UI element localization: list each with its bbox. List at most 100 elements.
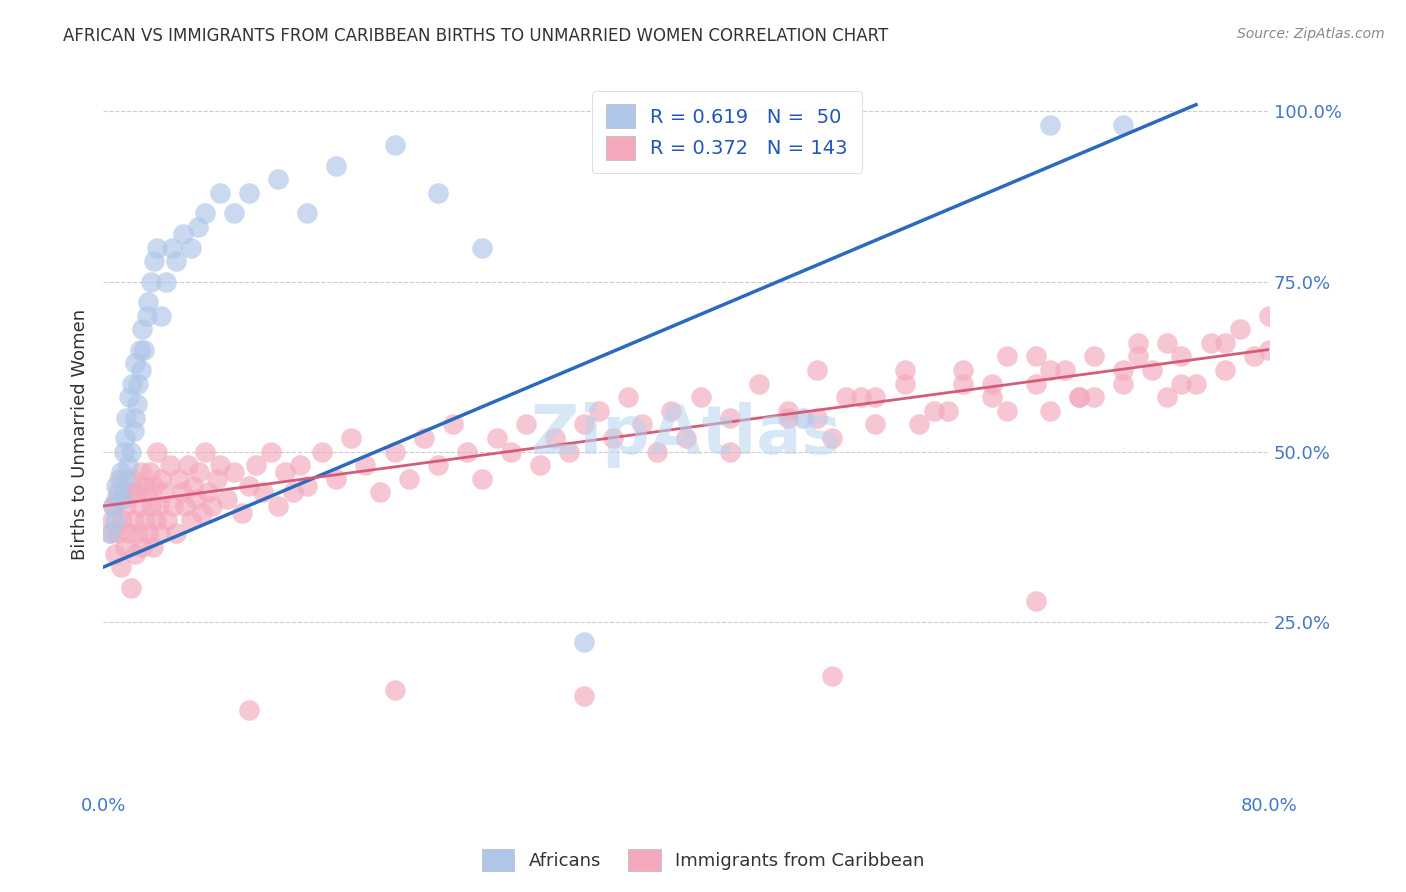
- Point: [208, 186, 231, 200]
- Point: [148, 499, 170, 513]
- Point: [908, 417, 931, 432]
- Point: [427, 458, 450, 473]
- Point: [197, 485, 219, 500]
- Point: [112, 485, 135, 500]
- Point: [384, 444, 406, 458]
- Point: [117, 458, 139, 473]
- Point: [252, 485, 274, 500]
- Point: [103, 499, 125, 513]
- Point: [295, 206, 318, 220]
- Point: [129, 363, 152, 377]
- Point: [1112, 363, 1135, 377]
- Point: [288, 458, 311, 473]
- Point: [170, 485, 193, 500]
- Point: [146, 444, 169, 458]
- Point: [191, 506, 214, 520]
- Point: [120, 581, 142, 595]
- Point: [1069, 390, 1091, 404]
- Point: [159, 458, 181, 473]
- Point: [121, 472, 143, 486]
- Point: [267, 172, 290, 186]
- Point: [1170, 376, 1192, 391]
- Point: [224, 206, 246, 220]
- Point: [115, 410, 138, 425]
- Point: [835, 390, 858, 404]
- Point: [131, 322, 153, 336]
- Point: [165, 254, 187, 268]
- Point: [150, 472, 173, 486]
- Point: [165, 526, 187, 541]
- Point: [194, 444, 217, 458]
- Point: [135, 309, 157, 323]
- Point: [127, 526, 149, 541]
- Point: [412, 431, 434, 445]
- Point: [631, 417, 654, 432]
- Point: [125, 485, 148, 500]
- Point: [981, 376, 1004, 391]
- Point: [238, 703, 260, 717]
- Point: [153, 485, 176, 500]
- Point: [368, 485, 391, 500]
- Point: [208, 458, 231, 473]
- Point: [1112, 118, 1135, 132]
- Point: [110, 560, 132, 574]
- Legend: Africans, Immigrants from Caribbean: Africans, Immigrants from Caribbean: [474, 842, 932, 879]
- Point: [100, 526, 122, 541]
- Point: [124, 356, 146, 370]
- Point: [132, 343, 155, 357]
- Point: [110, 465, 132, 479]
- Point: [1142, 363, 1164, 377]
- Point: [572, 417, 595, 432]
- Point: [118, 485, 141, 500]
- Point: [572, 635, 595, 649]
- Point: [231, 506, 253, 520]
- Point: [122, 424, 145, 438]
- Point: [104, 513, 127, 527]
- Point: [1039, 363, 1062, 377]
- Point: [141, 499, 163, 513]
- Point: [107, 485, 129, 500]
- Point: [311, 444, 333, 458]
- Y-axis label: Births to Unmarried Women: Births to Unmarried Women: [72, 309, 89, 560]
- Point: [105, 492, 128, 507]
- Point: [776, 403, 799, 417]
- Point: [821, 431, 844, 445]
- Point: [143, 254, 166, 268]
- Point: [167, 472, 190, 486]
- Point: [112, 444, 135, 458]
- Point: [922, 403, 945, 417]
- Point: [689, 390, 711, 404]
- Point: [1025, 594, 1047, 608]
- Point: [129, 465, 152, 479]
- Point: [162, 499, 184, 513]
- Point: [146, 240, 169, 254]
- Point: [120, 444, 142, 458]
- Point: [127, 376, 149, 391]
- Point: [1170, 349, 1192, 363]
- Point: [718, 410, 741, 425]
- Point: [748, 376, 770, 391]
- Text: Source: ZipAtlas.com: Source: ZipAtlas.com: [1237, 27, 1385, 41]
- Point: [398, 472, 420, 486]
- Point: [118, 390, 141, 404]
- Point: [1199, 335, 1222, 350]
- Point: [936, 403, 959, 417]
- Point: [456, 444, 478, 458]
- Point: [501, 444, 523, 458]
- Point: [295, 478, 318, 492]
- Point: [1083, 390, 1105, 404]
- Point: [1039, 403, 1062, 417]
- Point: [1258, 309, 1281, 323]
- Point: [145, 513, 167, 527]
- Point: [136, 526, 159, 541]
- Point: [124, 547, 146, 561]
- Point: [267, 499, 290, 513]
- Point: [675, 431, 697, 445]
- Point: [149, 526, 172, 541]
- Point: [340, 431, 363, 445]
- Point: [136, 294, 159, 309]
- Point: [238, 478, 260, 492]
- Point: [111, 492, 134, 507]
- Point: [384, 138, 406, 153]
- Point: [155, 275, 177, 289]
